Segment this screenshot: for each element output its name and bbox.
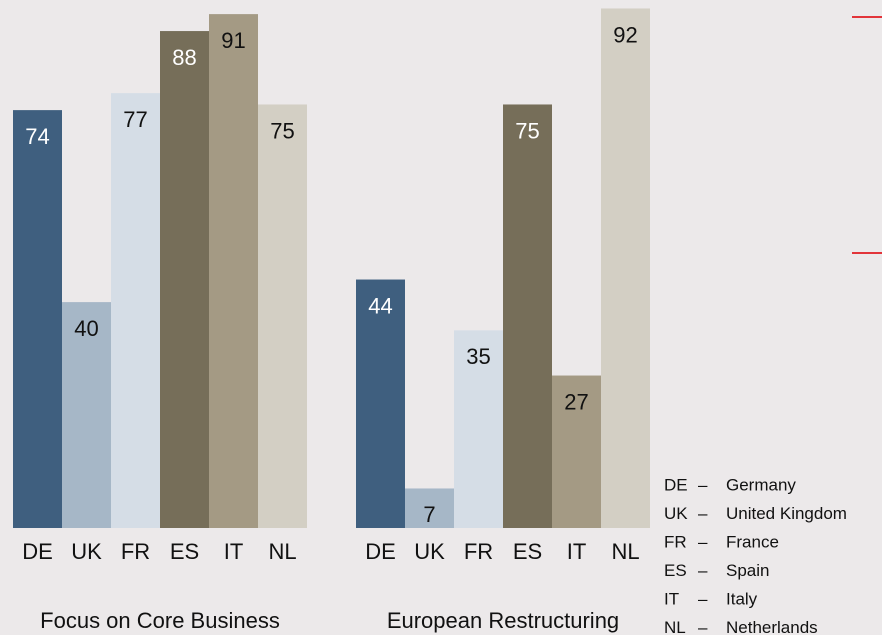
bar: [62, 302, 111, 528]
value-label: 7: [423, 502, 435, 527]
legend-name: Spain: [726, 561, 769, 580]
legend-separator: –: [698, 589, 708, 608]
legend-code: FR: [664, 532, 687, 551]
value-label: 75: [515, 118, 539, 143]
value-label: 44: [368, 293, 392, 318]
x-tick-label: ES: [170, 539, 199, 564]
legend-separator: –: [698, 532, 708, 551]
bar: [209, 14, 258, 528]
bar: [111, 93, 160, 529]
x-tick-label: DE: [22, 539, 53, 564]
x-tick-label: UK: [71, 539, 102, 564]
legend-code: NL: [664, 618, 686, 635]
bar: [258, 104, 307, 529]
x-tick-label: IT: [567, 539, 587, 564]
legend-code: ES: [664, 561, 687, 580]
value-label: 35: [466, 344, 490, 369]
legend-separator: –: [698, 618, 708, 635]
value-label: 77: [123, 107, 147, 132]
value-label: 40: [74, 316, 98, 341]
legend-name: Netherlands: [726, 618, 818, 635]
x-tick-label: NL: [268, 539, 296, 564]
bar: [356, 279, 405, 528]
value-label: 91: [221, 28, 245, 53]
chart-title: European Restructuring: [387, 608, 619, 633]
x-tick-label: UK: [414, 539, 445, 564]
chart-title: Focus on Core Business: [40, 608, 280, 633]
legend-code: DE: [664, 475, 688, 494]
legend-code: IT: [664, 589, 679, 608]
legend-name: France: [726, 532, 779, 551]
value-label: 88: [172, 45, 196, 70]
value-label: 92: [613, 22, 637, 47]
legend-name: Italy: [726, 589, 758, 608]
legend-name: Germany: [726, 475, 796, 494]
value-label: 27: [564, 389, 588, 414]
bar: [160, 31, 209, 528]
legend-code: UK: [664, 504, 688, 523]
x-tick-label: ES: [513, 539, 542, 564]
x-tick-label: IT: [224, 539, 244, 564]
legend-name: United Kingdom: [726, 504, 847, 523]
x-tick-label: DE: [365, 539, 396, 564]
value-label: 74: [25, 124, 49, 149]
bar: [13, 110, 62, 528]
x-tick-label: NL: [611, 539, 639, 564]
bar: [454, 330, 503, 528]
value-label: 75: [270, 118, 294, 143]
x-tick-label: FR: [121, 539, 150, 564]
bar: [601, 8, 650, 529]
legend-separator: –: [698, 504, 708, 523]
bar: [405, 488, 454, 528]
x-tick-label: FR: [464, 539, 493, 564]
bar: [552, 375, 601, 528]
legend-separator: –: [698, 475, 708, 494]
bar: [503, 104, 552, 529]
legend-separator: –: [698, 561, 708, 580]
